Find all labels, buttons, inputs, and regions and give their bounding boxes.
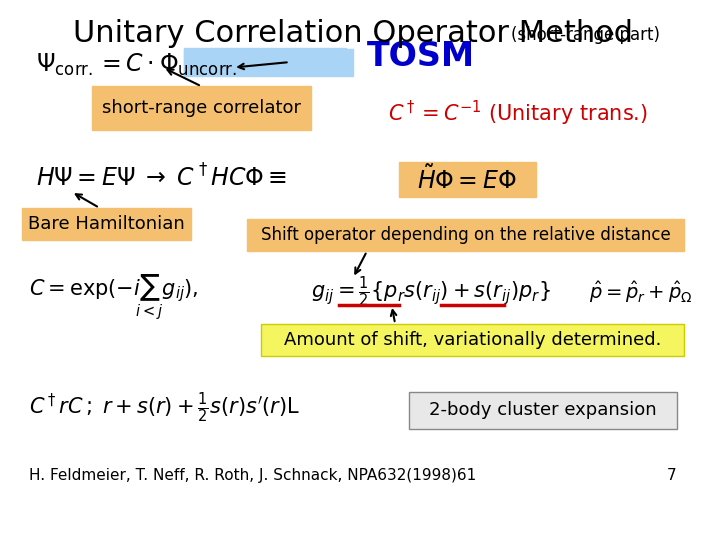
FancyBboxPatch shape (409, 392, 677, 429)
Text: (short-range part): (short-range part) (510, 26, 660, 44)
Text: $\tilde{H}\Phi = E\Phi$: $\tilde{H}\Phi = E\Phi$ (417, 165, 517, 194)
FancyBboxPatch shape (184, 49, 353, 76)
Text: 2-body cluster expansion: 2-body cluster expansion (429, 401, 657, 420)
FancyBboxPatch shape (92, 86, 311, 130)
Text: Amount of shift, variationally determined.: Amount of shift, variationally determine… (284, 331, 661, 349)
Text: short-range correlator: short-range correlator (102, 99, 301, 117)
Text: $C = \exp(-i\!\sum_{i<j} g_{ij}),$: $C = \exp(-i\!\sum_{i<j} g_{ij}),$ (29, 272, 199, 322)
Text: $\Psi_{\mathrm{corr.}} = C \cdot \Phi_{\mathrm{uncorr.}}$: $\Psi_{\mathrm{corr.}} = C \cdot \Phi_{\… (36, 52, 238, 78)
Text: Bare Hamiltonian: Bare Hamiltonian (28, 215, 185, 233)
Text: $g_{ij} = \frac{1}{2}\{p_r s(r_{ij}) + s(r_{ij}) p_r\}$: $g_{ij} = \frac{1}{2}\{p_r s(r_{ij}) + s… (311, 274, 550, 309)
Text: $\hat{p} = \hat{p}_r + \hat{p}_\Omega$: $\hat{p} = \hat{p}_r + \hat{p}_\Omega$ (589, 279, 692, 305)
FancyBboxPatch shape (399, 162, 536, 197)
Text: Shift operator depending on the relative distance: Shift operator depending on the relative… (261, 226, 670, 244)
Text: Unitary Correlation Operator Method: Unitary Correlation Operator Method (73, 19, 633, 48)
Text: $H\Psi = E\Psi \;\rightarrow\; C^\dagger H C \Phi \equiv$: $H\Psi = E\Psi \;\rightarrow\; C^\dagger… (36, 165, 287, 192)
Text: $C^\dagger r C\,;\; r + s(r) + \frac{1}{2}s(r)s'(r)\mathrm{L}$: $C^\dagger r C\,;\; r + s(r) + \frac{1}{… (29, 390, 300, 425)
FancyBboxPatch shape (261, 324, 684, 356)
Text: TOSM: TOSM (367, 40, 475, 73)
FancyBboxPatch shape (248, 219, 684, 251)
Text: $C^\dagger = C^{-1}$ (Unitary trans.): $C^\dagger = C^{-1}$ (Unitary trans.) (388, 99, 648, 128)
FancyBboxPatch shape (22, 208, 191, 240)
Text: 7: 7 (667, 468, 677, 483)
FancyBboxPatch shape (184, 48, 346, 75)
Text: H. Feldmeier, T. Neff, R. Roth, J. Schnack, NPA632(1998)61: H. Feldmeier, T. Neff, R. Roth, J. Schna… (29, 468, 477, 483)
